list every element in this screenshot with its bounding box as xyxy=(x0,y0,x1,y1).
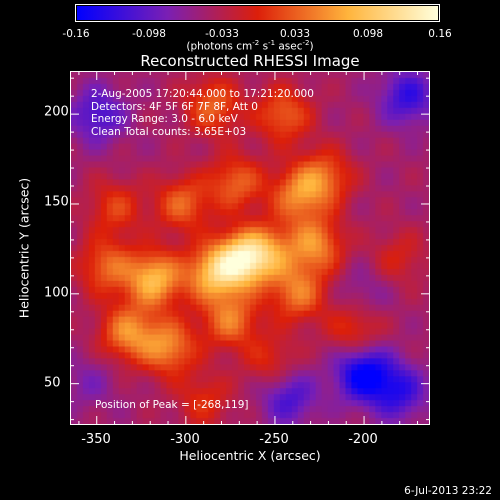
x-axis-label: Heliocentric X (arcsec) xyxy=(179,448,321,463)
time-range-annotation: 2-Aug-2005 17:20:44.000 to 17:21:20.000 xyxy=(91,88,314,100)
x-tick-label: -250 xyxy=(259,432,289,447)
chart-title: Reconstructed RHESSI Image xyxy=(140,52,360,70)
x-tick-label: -350 xyxy=(81,432,111,447)
x-tick-label: -200 xyxy=(348,432,378,447)
colorbar-units-label: (photons cm-2 s-1 asec-2) xyxy=(186,39,314,53)
colorbar-tick-label: -0.098 xyxy=(132,28,166,40)
image-plot-area: 2-Aug-2005 17:20:44.000 to 17:21:20.000 … xyxy=(70,71,430,425)
footer-timestamp: 6-Jul-2013 23:22 xyxy=(404,485,492,497)
colorbar-tick-label: 0.033 xyxy=(279,28,311,40)
colorbar-tick-label: -0.16 xyxy=(62,28,90,40)
colorbar-tick-label: 0.16 xyxy=(428,28,452,40)
y-axis-label: Heliocentric Y (arcsec) xyxy=(16,177,32,319)
x-tick-label: -300 xyxy=(170,432,200,447)
y-tick-label: 150 xyxy=(44,194,69,210)
observation-annotations: 2-Aug-2005 17:20:44.000 to 17:21:20.000 … xyxy=(91,88,314,138)
y-tick-label: 200 xyxy=(44,104,69,120)
energy-range-annotation: Energy Range: 3.0 - 6.0 keV xyxy=(91,113,238,125)
detectors-annotation: Detectors: 4F 5F 6F 7F 8F, Att 0 xyxy=(91,100,258,113)
heatmap-image xyxy=(71,72,429,424)
colorbar-tick-label: -0.033 xyxy=(205,28,239,40)
total-counts-annotation: Clean Total counts: 3.65E+03 xyxy=(91,125,247,138)
colorbar xyxy=(75,4,440,22)
colorbar-tick-label: 0.098 xyxy=(352,28,384,40)
colorbar-gradient xyxy=(77,6,438,20)
y-tick-label: 100 xyxy=(44,285,69,301)
y-tick-label: 50 xyxy=(44,375,61,391)
peak-position-annotation: Position of Peak = [-268,119] xyxy=(95,399,249,411)
